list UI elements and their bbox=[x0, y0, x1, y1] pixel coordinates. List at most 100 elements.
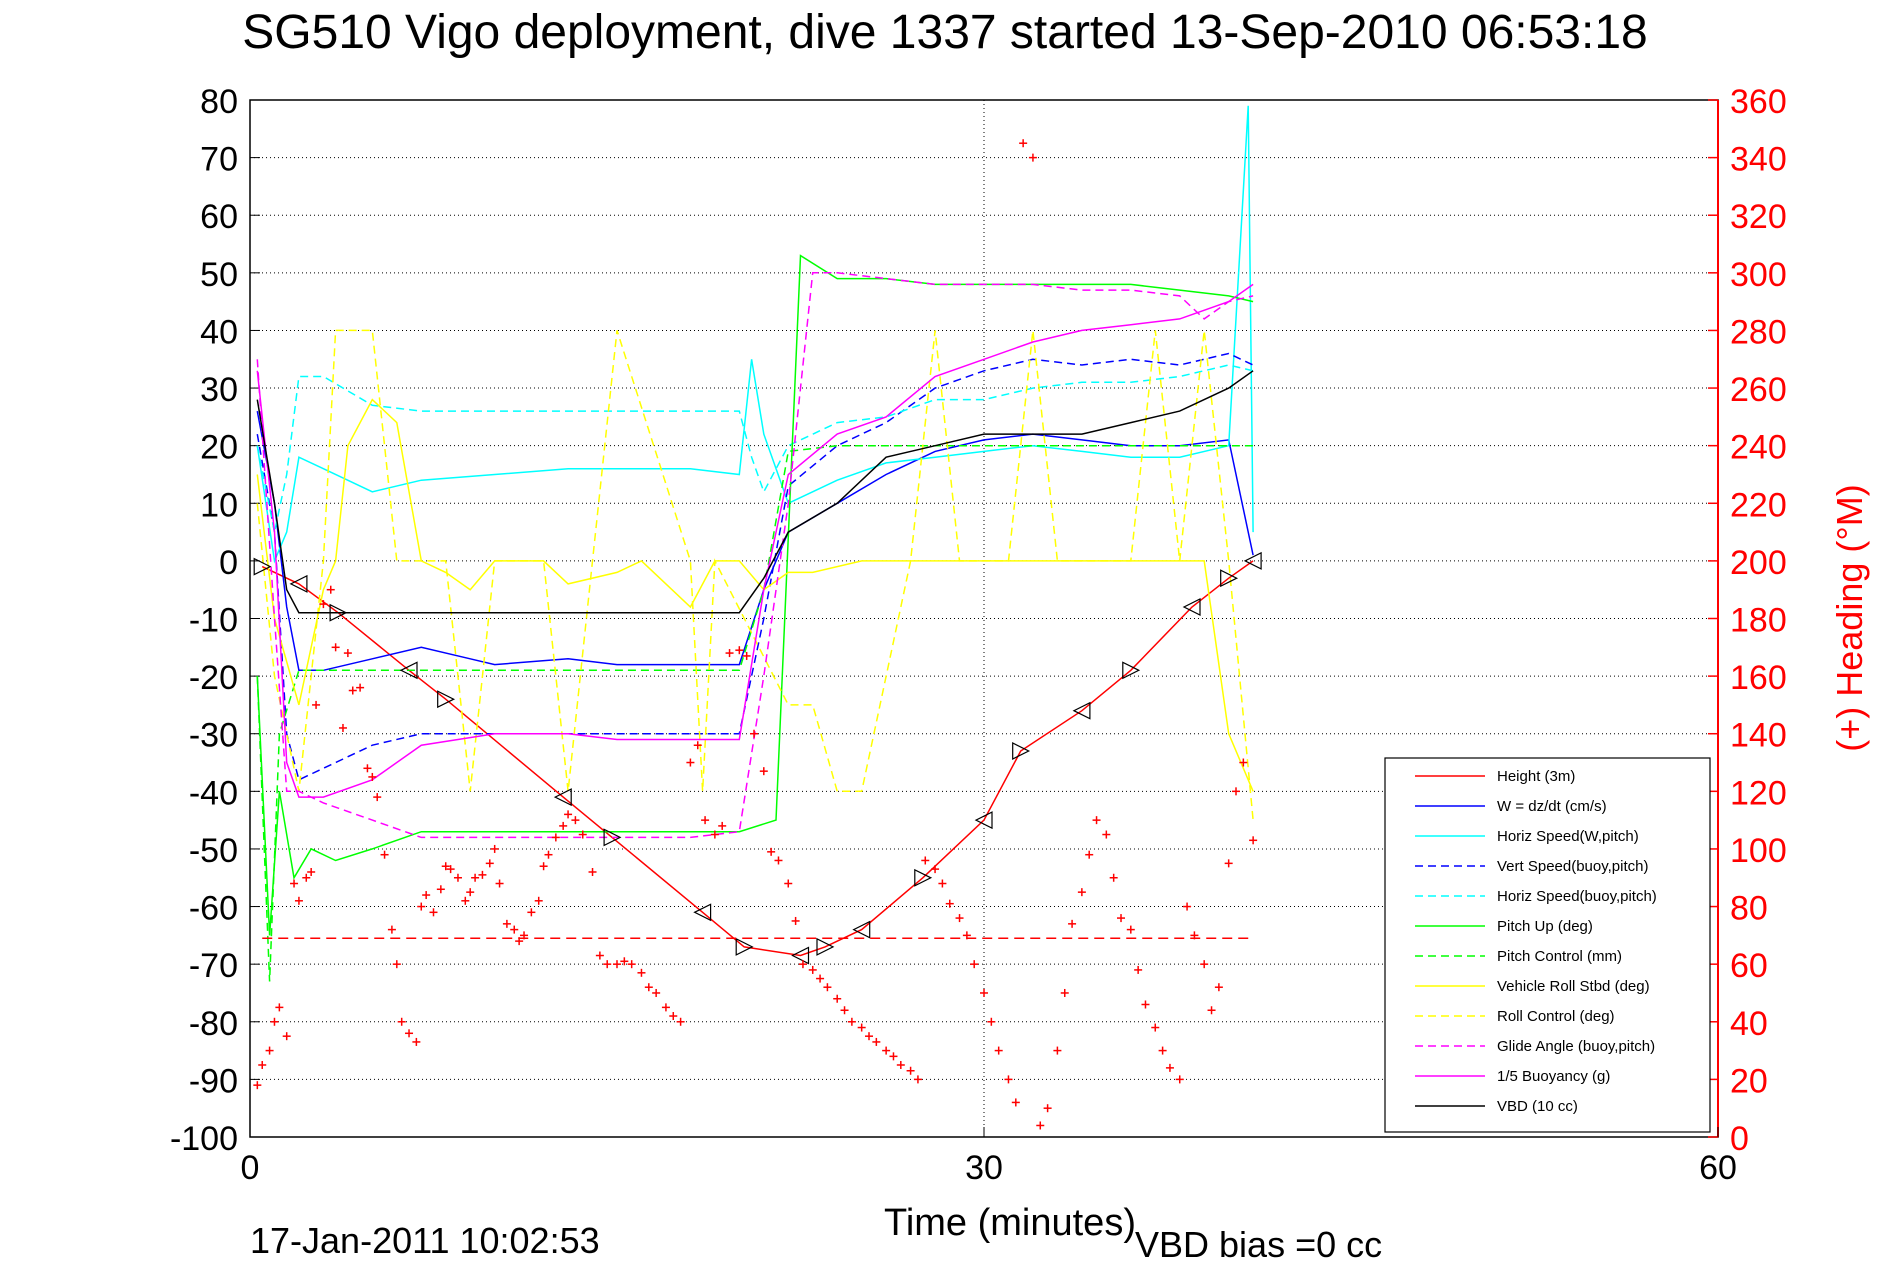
heading-point bbox=[471, 873, 480, 882]
heading-point bbox=[319, 600, 328, 609]
heading-point bbox=[282, 1032, 291, 1041]
right-tick-label: 60 bbox=[1730, 947, 1768, 985]
heading-point bbox=[1232, 787, 1241, 796]
heading-point bbox=[661, 1003, 670, 1012]
height-marker bbox=[791, 946, 810, 965]
heading-point bbox=[637, 968, 646, 977]
heading-point bbox=[701, 816, 710, 825]
heading-point bbox=[669, 1012, 678, 1021]
heading-point bbox=[1117, 914, 1126, 923]
left-tick-label: -30 bbox=[189, 717, 238, 755]
right-tick-label: 180 bbox=[1730, 602, 1787, 640]
height-marker bbox=[253, 557, 272, 576]
heading-point bbox=[808, 965, 817, 974]
right-tick-label: 200 bbox=[1730, 544, 1787, 582]
heading-point bbox=[466, 888, 475, 897]
footer-vbd-bias: VBD bias =0 cc bbox=[1135, 1224, 1382, 1262]
heading-point bbox=[1224, 859, 1233, 868]
heading-point bbox=[816, 974, 825, 983]
right-tick-label: 80 bbox=[1730, 890, 1768, 928]
left-tick-label: -20 bbox=[189, 659, 238, 697]
legend-entry: Horiz Speed(buoy,pitch) bbox=[1497, 888, 1657, 905]
right-tick-label: 220 bbox=[1730, 486, 1787, 524]
height-marker bbox=[1012, 742, 1031, 760]
heading-point bbox=[485, 859, 494, 868]
left-tick-label: 40 bbox=[200, 313, 238, 351]
heading-point bbox=[913, 1075, 922, 1084]
heading-point bbox=[595, 951, 604, 960]
series-11-line bbox=[256, 370, 1254, 614]
heading-point bbox=[1175, 1075, 1184, 1084]
heading-point bbox=[515, 937, 524, 946]
height-marker bbox=[693, 903, 712, 922]
left-tick-label: -50 bbox=[189, 832, 238, 870]
right-tick-label: 260 bbox=[1730, 371, 1787, 409]
left-tick-label: 20 bbox=[200, 429, 238, 467]
heading-point bbox=[258, 1060, 267, 1069]
heading-point bbox=[774, 856, 783, 865]
left-tick-label: 30 bbox=[200, 371, 238, 409]
heading-point bbox=[1126, 925, 1135, 934]
heading-point bbox=[1077, 888, 1086, 897]
heading-point bbox=[987, 1017, 996, 1026]
heading-point bbox=[441, 862, 450, 871]
heading-point bbox=[840, 1006, 849, 1015]
heading-point bbox=[1036, 1121, 1045, 1130]
heading-point bbox=[603, 960, 612, 969]
heading-point bbox=[363, 764, 372, 773]
right-tick-label: 240 bbox=[1730, 429, 1787, 467]
heading-point bbox=[791, 916, 800, 925]
height-marker bbox=[1122, 661, 1141, 680]
heading-point bbox=[1060, 988, 1069, 997]
left-tick-label: 60 bbox=[200, 198, 238, 236]
heading-point bbox=[710, 830, 719, 839]
heading-point bbox=[896, 1060, 905, 1069]
right-tick-label: 20 bbox=[1730, 1062, 1768, 1100]
heading-point bbox=[1092, 816, 1101, 825]
right-tick-label: 360 bbox=[1730, 83, 1787, 121]
right-axis-ticks: 3603403203002802602402202001801601401201… bbox=[1708, 83, 1787, 1158]
height-marker bbox=[914, 868, 933, 887]
heading-point bbox=[1249, 836, 1258, 845]
heading-point bbox=[962, 931, 971, 940]
heading-point bbox=[253, 1081, 262, 1090]
heading-point bbox=[588, 867, 597, 876]
heading-point bbox=[676, 1017, 685, 1026]
heading-point bbox=[527, 908, 536, 917]
heading-point bbox=[331, 643, 340, 652]
heading-point bbox=[1068, 919, 1077, 928]
height-marker bbox=[1243, 551, 1262, 570]
legend-entry: VBD (10 cc) bbox=[1497, 1098, 1578, 1115]
heading-point bbox=[620, 957, 629, 966]
series-9-line bbox=[256, 272, 1254, 839]
heading-point bbox=[980, 988, 988, 997]
heading-point bbox=[1028, 153, 1037, 162]
heading-point bbox=[571, 816, 580, 825]
series-3-line bbox=[256, 352, 1254, 781]
heading-point bbox=[265, 1046, 274, 1055]
left-tick-label: 80 bbox=[200, 83, 238, 121]
x-axis-label: Time (minutes) bbox=[884, 1202, 1136, 1244]
series-layer bbox=[253, 105, 1262, 982]
heading-point bbox=[994, 1046, 1003, 1055]
heading-point bbox=[307, 867, 316, 876]
heading-point bbox=[490, 844, 499, 853]
left-tick-label: -40 bbox=[189, 774, 238, 812]
series-2-line bbox=[256, 105, 1254, 564]
heading-point bbox=[495, 879, 504, 888]
heading-point bbox=[461, 896, 470, 905]
heading-point bbox=[857, 1023, 866, 1032]
heading-point bbox=[422, 891, 431, 900]
heading-point bbox=[429, 908, 438, 917]
heading-point bbox=[1158, 1046, 1167, 1055]
height-marker bbox=[852, 920, 871, 939]
legend-entry: Glide Angle (buoy,pitch) bbox=[1497, 1038, 1655, 1055]
heading-point bbox=[551, 833, 560, 842]
heading-point bbox=[380, 850, 389, 859]
left-tick-label: -60 bbox=[189, 890, 238, 928]
right-tick-label: 340 bbox=[1730, 141, 1787, 179]
heading-point bbox=[275, 1003, 284, 1012]
heading-point bbox=[823, 983, 832, 992]
legend-entry: Pitch Up (deg) bbox=[1497, 918, 1593, 935]
